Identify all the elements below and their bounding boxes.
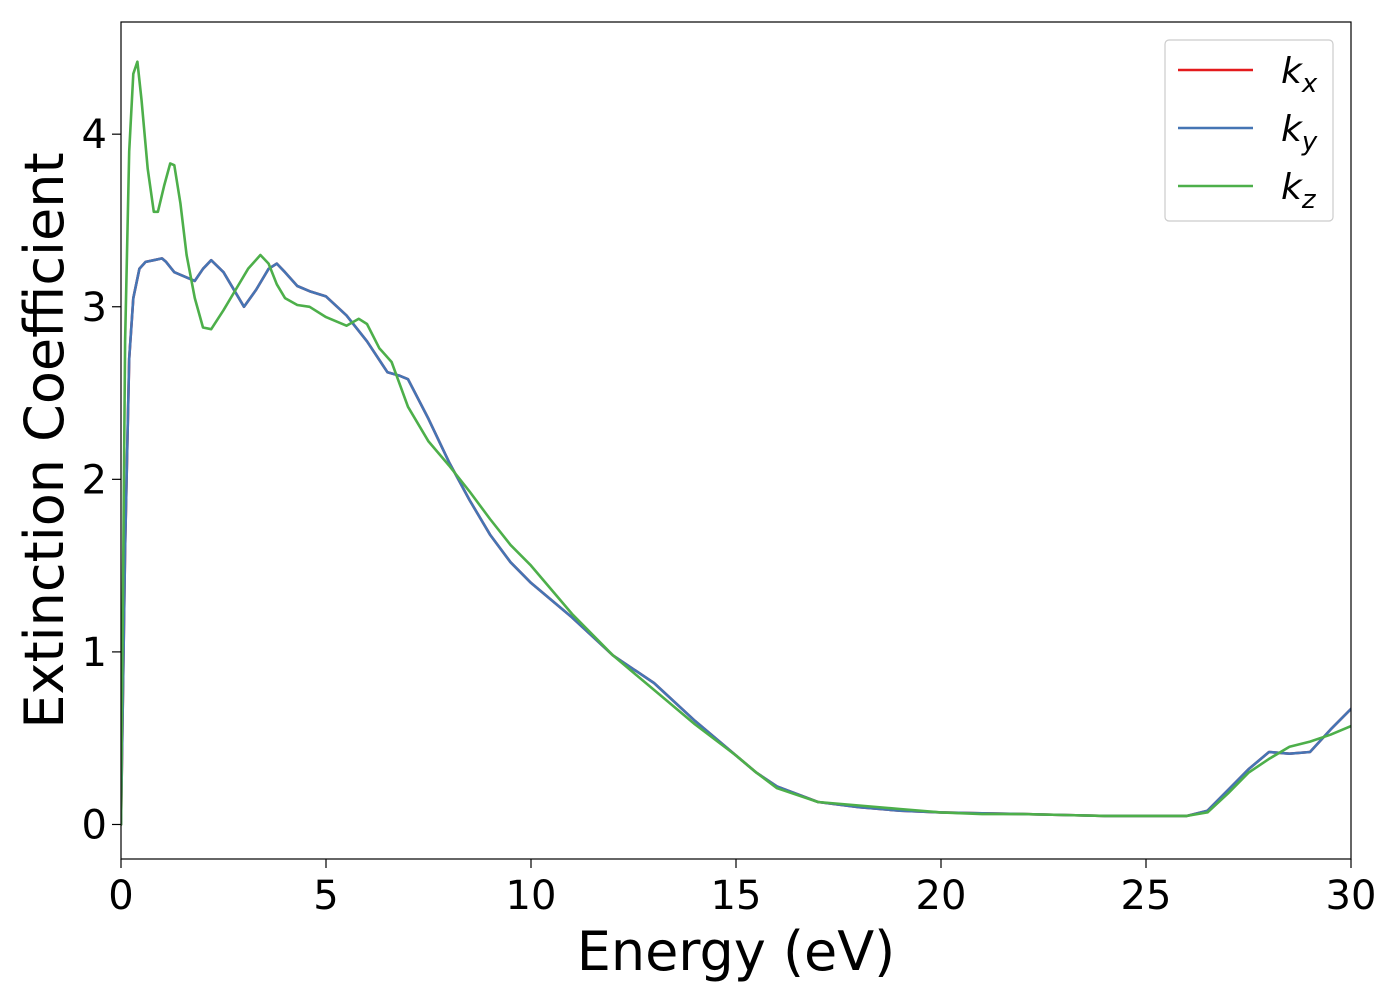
- x-tick-label: 5: [313, 873, 338, 919]
- legend: kx ky kz: [1164, 39, 1334, 222]
- y-tick-label: 3: [82, 285, 107, 331]
- x-tick-label: 10: [506, 873, 557, 919]
- y-tick-label: 0: [82, 802, 107, 848]
- x-axis-title: Energy (eV): [577, 920, 896, 983]
- legend-label-x: kx: [1281, 51, 1318, 99]
- legend-label-y: ky: [1281, 109, 1318, 157]
- x-axis-ticks: 0 5 10 15 20 25 30: [108, 859, 1376, 919]
- x-tick-label: 0: [108, 873, 133, 919]
- x-tick-label: 20: [916, 873, 967, 919]
- y-tick-label: 2: [82, 457, 107, 503]
- y-tick-label: 4: [82, 112, 107, 158]
- x-tick-label: 15: [711, 873, 762, 919]
- series-layer: [121, 60, 1351, 826]
- x-tick-label: 25: [1121, 873, 1172, 919]
- series-line-z: [121, 60, 1351, 826]
- y-axis-ticks: 0 1 2 3 4: [82, 112, 121, 848]
- legend-box: [1164, 39, 1334, 222]
- x-tick-label: 30: [1326, 873, 1377, 919]
- legend-label-z: kz: [1281, 167, 1317, 215]
- y-tick-label: 1: [82, 630, 107, 676]
- y-axis-title: Extinction Coefficient: [13, 152, 76, 728]
